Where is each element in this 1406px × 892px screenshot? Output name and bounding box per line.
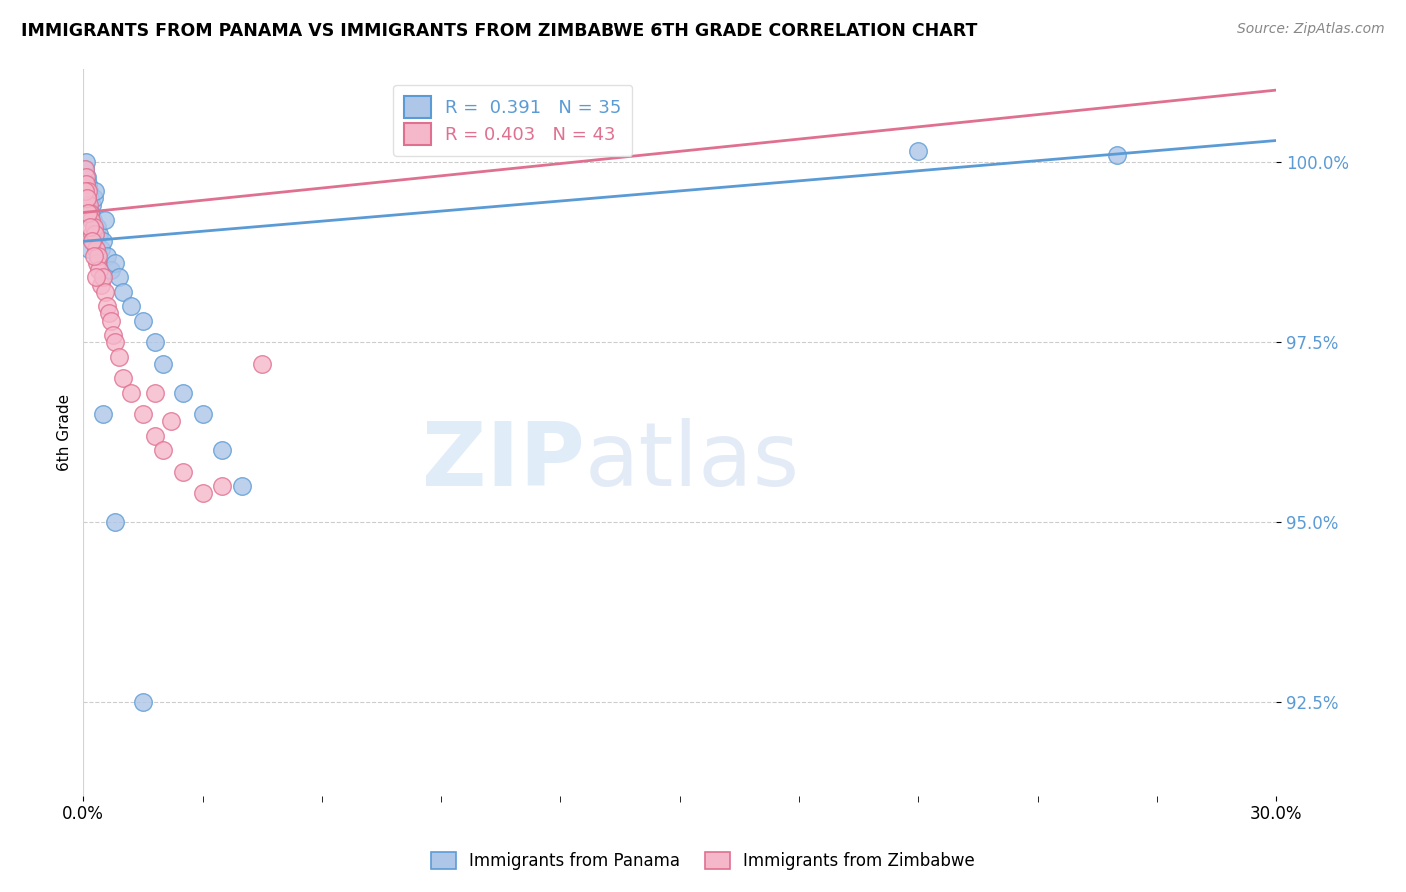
Point bbox=[89, 263, 111, 277]
Point bbox=[191, 407, 214, 421]
Point bbox=[77, 177, 100, 191]
Point bbox=[75, 184, 97, 198]
Point bbox=[108, 270, 131, 285]
Point bbox=[76, 191, 98, 205]
Point bbox=[211, 443, 233, 458]
Point bbox=[76, 198, 98, 212]
Point bbox=[100, 313, 122, 327]
Point bbox=[1105, 148, 1128, 162]
Point bbox=[90, 277, 112, 292]
Point bbox=[82, 212, 104, 227]
Point bbox=[84, 184, 107, 198]
Point bbox=[108, 350, 131, 364]
Point bbox=[94, 212, 117, 227]
Point bbox=[77, 184, 100, 198]
Point bbox=[132, 695, 155, 709]
Point bbox=[120, 385, 142, 400]
Point bbox=[191, 486, 214, 500]
Point bbox=[250, 357, 273, 371]
Point bbox=[75, 162, 97, 177]
Text: IMMIGRANTS FROM PANAMA VS IMMIGRANTS FROM ZIMBABWE 6TH GRADE CORRELATION CHART: IMMIGRANTS FROM PANAMA VS IMMIGRANTS FRO… bbox=[21, 22, 977, 40]
Point bbox=[104, 335, 127, 350]
Point bbox=[132, 313, 155, 327]
Point bbox=[112, 371, 135, 385]
Point bbox=[101, 327, 124, 342]
Point bbox=[73, 162, 96, 177]
Point bbox=[91, 235, 114, 249]
Point bbox=[83, 249, 105, 263]
Point bbox=[104, 256, 127, 270]
Point bbox=[84, 242, 107, 256]
Point bbox=[172, 385, 194, 400]
Point bbox=[91, 407, 114, 421]
Point bbox=[89, 227, 111, 241]
Point bbox=[152, 357, 174, 371]
Point bbox=[84, 227, 107, 241]
Point bbox=[90, 242, 112, 256]
Point bbox=[79, 205, 101, 219]
Point bbox=[84, 270, 107, 285]
Point bbox=[143, 335, 166, 350]
Point bbox=[82, 235, 104, 249]
Point bbox=[77, 205, 100, 219]
Point bbox=[132, 407, 155, 421]
Point bbox=[76, 155, 98, 169]
Point bbox=[96, 249, 118, 263]
Point bbox=[907, 145, 929, 159]
Point bbox=[96, 299, 118, 313]
Text: atlas: atlas bbox=[585, 417, 800, 505]
Legend: Immigrants from Panama, Immigrants from Zimbabwe: Immigrants from Panama, Immigrants from … bbox=[425, 845, 981, 877]
Point bbox=[98, 306, 121, 320]
Point bbox=[104, 515, 127, 529]
Point bbox=[83, 191, 105, 205]
Point bbox=[75, 177, 97, 191]
Point bbox=[231, 479, 253, 493]
Point bbox=[100, 263, 122, 277]
Point bbox=[76, 177, 98, 191]
Point bbox=[211, 479, 233, 493]
Point bbox=[80, 227, 103, 241]
Point bbox=[75, 169, 97, 184]
Point bbox=[79, 219, 101, 234]
Point bbox=[120, 299, 142, 313]
Point bbox=[80, 205, 103, 219]
Point bbox=[86, 256, 108, 270]
Point bbox=[91, 270, 114, 285]
Point bbox=[80, 212, 103, 227]
Point bbox=[152, 443, 174, 458]
Point bbox=[80, 235, 103, 249]
Point bbox=[143, 428, 166, 442]
Y-axis label: 6th Grade: 6th Grade bbox=[58, 393, 72, 471]
Point bbox=[159, 414, 181, 428]
Point bbox=[86, 219, 108, 234]
Point bbox=[76, 169, 98, 184]
Point bbox=[76, 191, 98, 205]
Point bbox=[143, 385, 166, 400]
Point bbox=[112, 285, 135, 299]
Point bbox=[172, 465, 194, 479]
Point bbox=[79, 205, 101, 219]
Text: Source: ZipAtlas.com: Source: ZipAtlas.com bbox=[1237, 22, 1385, 37]
Point bbox=[77, 242, 100, 256]
Point bbox=[79, 191, 101, 205]
Legend: R =  0.391   N = 35, R = 0.403   N = 43: R = 0.391 N = 35, R = 0.403 N = 43 bbox=[392, 85, 633, 156]
Point bbox=[77, 198, 100, 212]
Point bbox=[87, 249, 110, 263]
Text: ZIP: ZIP bbox=[422, 417, 585, 505]
Point bbox=[80, 198, 103, 212]
Point bbox=[94, 285, 117, 299]
Point bbox=[83, 219, 105, 234]
Point bbox=[77, 184, 100, 198]
